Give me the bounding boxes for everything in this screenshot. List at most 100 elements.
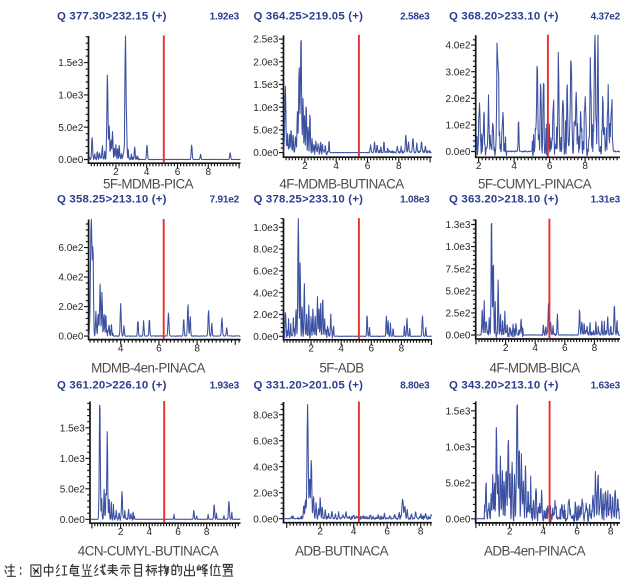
svg-text:1.0e3: 1.0e3 [253, 103, 278, 114]
svg-text:2: 2 [118, 527, 124, 538]
svg-text:5.0e2: 5.0e2 [60, 484, 85, 495]
svg-text:4.0e2: 4.0e2 [58, 273, 83, 284]
svg-text:1.0e3: 1.0e3 [445, 442, 470, 453]
svg-text:6: 6 [384, 527, 390, 538]
svg-text:8: 8 [608, 527, 614, 538]
svg-text:2: 2 [476, 161, 482, 172]
svg-text:2: 2 [113, 167, 119, 178]
svg-text:4F-MDMB-BICA: 4F-MDMB-BICA [489, 361, 580, 376]
svg-text:MDMB-4en-PINACA: MDMB-4en-PINACA [91, 361, 205, 376]
svg-text:2.5e2: 2.5e2 [445, 309, 470, 320]
svg-text:8: 8 [582, 161, 588, 172]
svg-text:4: 4 [118, 343, 124, 354]
svg-text:8: 8 [418, 527, 424, 538]
svg-text:4CN-CUMYL-BUTINACA: 4CN-CUMYL-BUTINACA [78, 544, 219, 559]
svg-text:2.5e3: 2.5e3 [253, 35, 278, 46]
svg-text:5F-MDMB-PICA: 5F-MDMB-PICA [103, 176, 194, 191]
svg-text:2.58e3: 2.58e3 [400, 12, 430, 23]
svg-text:2.0e2: 2.0e2 [58, 302, 83, 313]
svg-text:4.0e2: 4.0e2 [253, 288, 278, 299]
svg-text:0.0e0: 0.0e0 [445, 331, 470, 342]
svg-text:5.0e2: 5.0e2 [445, 478, 470, 489]
svg-text:1.0e2: 1.0e2 [445, 121, 470, 132]
svg-text:8.80e3: 8.80e3 [400, 380, 430, 391]
svg-text:6: 6 [175, 527, 181, 538]
svg-text:8: 8 [204, 527, 210, 538]
svg-text:8: 8 [206, 167, 212, 178]
svg-text:1.0e3: 1.0e3 [60, 454, 85, 465]
svg-text:0.0e0: 0.0e0 [253, 514, 278, 525]
svg-text:2.0e2: 2.0e2 [253, 310, 278, 321]
svg-text:6.0e3: 6.0e3 [253, 436, 278, 447]
svg-text:4.0e3: 4.0e3 [253, 462, 278, 473]
svg-text:2: 2 [302, 161, 308, 172]
svg-text:6: 6 [369, 344, 375, 355]
svg-text:Q 364.25>219.05 (+): Q 364.25>219.05 (+) [254, 11, 364, 23]
svg-text:ADB-4en-PINACA: ADB-4en-PINACA [484, 544, 586, 559]
svg-text:4: 4 [541, 527, 547, 538]
svg-text:5.0e2: 5.0e2 [445, 286, 470, 297]
svg-text:0.0e0: 0.0e0 [445, 147, 470, 158]
svg-text:7.5e2: 7.5e2 [445, 264, 470, 275]
svg-text:6: 6 [175, 167, 181, 178]
svg-text:0.0e0: 0.0e0 [58, 332, 83, 343]
svg-text:6: 6 [156, 343, 162, 354]
svg-text:8: 8 [194, 343, 200, 354]
svg-text:8: 8 [399, 344, 405, 355]
svg-text:Q 377.30>232.15 (+): Q 377.30>232.15 (+) [57, 11, 167, 23]
svg-text:1.0e3: 1.0e3 [253, 223, 278, 234]
svg-text:1.92e3: 1.92e3 [210, 12, 240, 23]
svg-text:2: 2 [507, 527, 513, 538]
svg-text:Q 368.20>233.10 (+): Q 368.20>233.10 (+) [449, 11, 559, 23]
svg-text:1.93e3: 1.93e3 [210, 380, 240, 391]
svg-text:4: 4 [144, 167, 150, 178]
svg-text:5F-ADB: 5F-ADB [319, 361, 364, 376]
svg-text:0.0e0: 0.0e0 [60, 515, 85, 526]
svg-text:6: 6 [574, 527, 580, 538]
svg-text:2: 2 [308, 344, 314, 355]
svg-text:0.0e0: 0.0e0 [253, 148, 278, 159]
svg-text:2: 2 [317, 527, 323, 538]
svg-text:3.0e2: 3.0e2 [445, 67, 470, 78]
svg-text:6: 6 [547, 161, 553, 172]
svg-text:4: 4 [333, 161, 339, 172]
svg-text:2.0e2: 2.0e2 [445, 94, 470, 105]
svg-text:0.0e0: 0.0e0 [253, 332, 278, 343]
svg-text:Q 363.20>218.10 (+): Q 363.20>218.10 (+) [449, 193, 559, 205]
svg-text:0.0e0: 0.0e0 [445, 514, 470, 525]
svg-text:0.0e0: 0.0e0 [58, 155, 83, 166]
svg-text:6: 6 [365, 161, 371, 172]
svg-text:6.0e2: 6.0e2 [58, 243, 83, 254]
svg-text:5.0e2: 5.0e2 [253, 126, 278, 137]
svg-text:4: 4 [511, 161, 517, 172]
svg-text:1.0e3: 1.0e3 [445, 242, 470, 253]
svg-text:2.0e3: 2.0e3 [253, 488, 278, 499]
svg-text:Q 358.25>213.10 (+): Q 358.25>213.10 (+) [57, 193, 167, 205]
svg-text:Q 331.20>201.05 (+): Q 331.20>201.05 (+) [254, 379, 364, 391]
svg-text:1.31e3: 1.31e3 [591, 194, 621, 205]
svg-text:ADB-BUTINACA: ADB-BUTINACA [295, 544, 389, 559]
svg-text:4.0e2: 4.0e2 [445, 41, 470, 52]
svg-text:1.3e3: 1.3e3 [445, 220, 470, 231]
svg-text:1.08e3: 1.08e3 [400, 194, 430, 205]
svg-text:8.0e3: 8.0e3 [253, 410, 278, 421]
svg-text:1.63e3: 1.63e3 [591, 380, 621, 391]
svg-text:4: 4 [532, 343, 538, 354]
svg-text:5.0e2: 5.0e2 [58, 123, 83, 134]
svg-text:8.0e2: 8.0e2 [253, 245, 278, 256]
svg-text:Q 343.20>213.10 (+): Q 343.20>213.10 (+) [449, 379, 559, 391]
svg-text:1.5e3: 1.5e3 [445, 406, 470, 417]
svg-text:2.0e3: 2.0e3 [253, 57, 278, 68]
svg-text:6: 6 [562, 343, 568, 354]
svg-text:4: 4 [147, 527, 153, 538]
svg-text:1.5e3: 1.5e3 [60, 423, 85, 434]
svg-text:8: 8 [592, 343, 598, 354]
svg-text:2: 2 [503, 343, 509, 354]
svg-text:4: 4 [351, 527, 357, 538]
svg-text:8: 8 [396, 161, 402, 172]
svg-text:1.5e3: 1.5e3 [253, 80, 278, 91]
svg-text:1.5e3: 1.5e3 [58, 58, 83, 69]
svg-text:4.37e2: 4.37e2 [591, 12, 621, 23]
svg-text:6.0e2: 6.0e2 [253, 267, 278, 278]
svg-text:7.91e2: 7.91e2 [210, 194, 240, 205]
